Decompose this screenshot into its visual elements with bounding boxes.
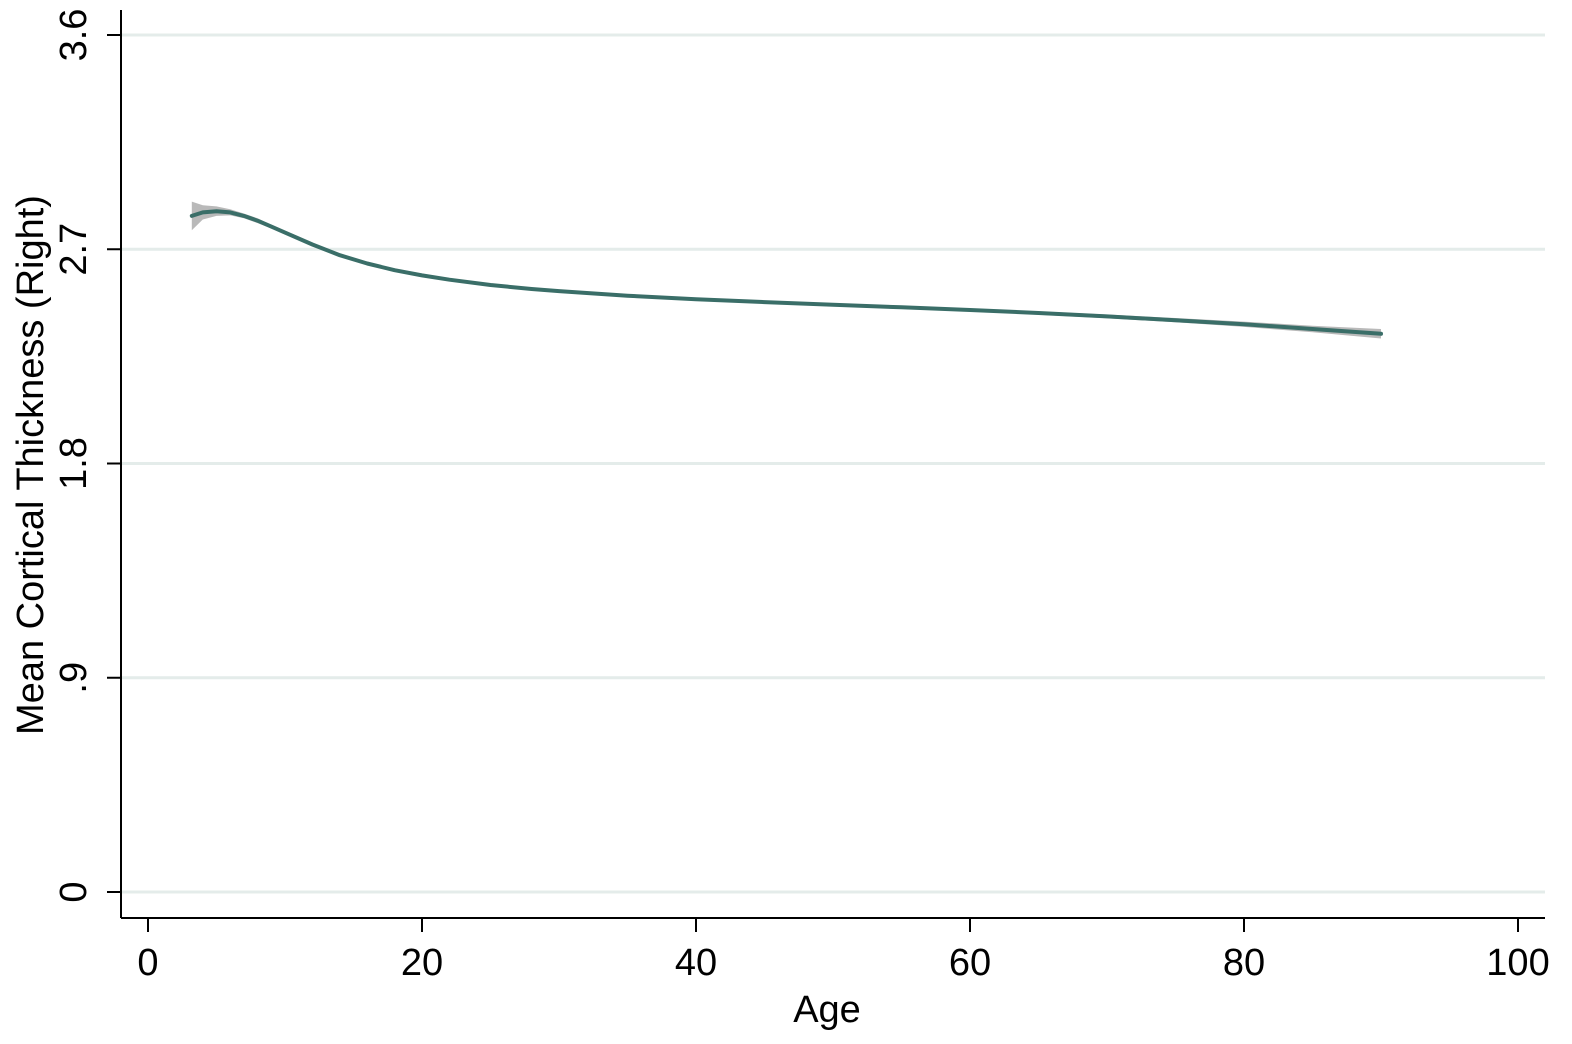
y-axis-title: Mean Cortical Thickness (Right) bbox=[10, 195, 52, 735]
series-line bbox=[189, 209, 1383, 336]
x-tick-label: 40 bbox=[675, 942, 717, 984]
confidence-band-group bbox=[191, 201, 1381, 339]
confidence-band bbox=[191, 201, 1381, 339]
x-tick-label: 20 bbox=[401, 942, 443, 984]
x-tick-label: 80 bbox=[1223, 942, 1265, 984]
x-axis-title: Age bbox=[793, 989, 861, 1031]
y-tick-label: 1.8 bbox=[53, 437, 95, 490]
y-tick-label: 0 bbox=[53, 881, 95, 902]
x-axis-ticks: 0 20 40 60 80 100 bbox=[137, 918, 1550, 984]
gridlines bbox=[122, 33, 1545, 894]
y-tick-label: 2.7 bbox=[53, 223, 95, 276]
x-tick-label: 0 bbox=[137, 942, 158, 984]
y-tick-label: 3.6 bbox=[53, 9, 95, 62]
x-tick-label: 60 bbox=[949, 942, 991, 984]
y-axis-ticks: 0 .9 1.8 2.7 3.6 bbox=[53, 9, 121, 903]
x-tick-label: 100 bbox=[1486, 942, 1549, 984]
series-line-group bbox=[189, 209, 1383, 336]
y-tick-label: .9 bbox=[53, 662, 95, 694]
